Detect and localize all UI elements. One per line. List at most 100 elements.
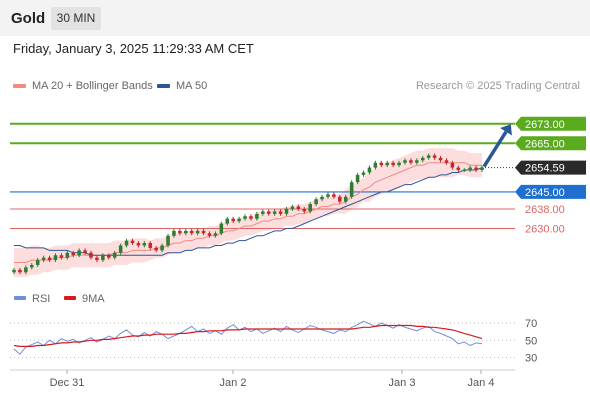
candle-body <box>391 162 395 166</box>
candle-body <box>118 245 123 253</box>
candle-body <box>403 160 407 163</box>
candle-body <box>474 167 478 171</box>
legend-bollinger-swatch <box>13 84 26 89</box>
legend-9ma-label: 9MA <box>82 293 105 305</box>
projection-layer <box>482 124 512 168</box>
candle-body <box>59 255 64 258</box>
candle-body <box>302 208 307 212</box>
candle-body <box>284 208 289 214</box>
candle-body <box>338 196 342 202</box>
candle-body <box>207 233 212 236</box>
candle-body <box>480 167 484 171</box>
candle-body <box>355 174 360 183</box>
projection-arrow-shaft <box>482 130 508 168</box>
candle-body <box>409 160 413 163</box>
candle-body <box>432 155 437 158</box>
legend-ma50-label: MA 50 <box>176 80 208 92</box>
candle-body <box>255 213 259 219</box>
candle-body <box>189 230 194 234</box>
candle-body <box>444 160 449 163</box>
research-credit: Research © 2025 Trading Central <box>415 80 580 92</box>
candle-body <box>379 162 384 166</box>
candle-body <box>243 216 247 219</box>
candle-body <box>237 218 241 222</box>
level-tag-2673.00 <box>515 116 586 131</box>
level-tag-2665.00 <box>515 136 586 151</box>
candle-body <box>219 223 224 234</box>
chart-datetime: Friday, January 3, 2025 11:29:33 AM CET <box>13 41 254 56</box>
candle-body <box>166 235 170 246</box>
candle-body <box>361 172 366 175</box>
candle-body <box>456 167 461 171</box>
level-label-2630.00: 2630.00 <box>525 223 565 235</box>
rsi-tick-50: 50 <box>525 335 537 347</box>
candle-body <box>160 245 164 251</box>
bollinger-band-layer <box>14 148 482 278</box>
candle-body <box>41 257 46 261</box>
level-tag-2645.00 <box>515 184 586 199</box>
level-label-2645.00: 2645.00 <box>525 187 565 199</box>
candle-body <box>71 252 76 256</box>
legend-9ma-swatch <box>64 296 76 300</box>
candle-body <box>426 155 431 158</box>
last-price-label: 2654.59 <box>525 163 565 175</box>
candle-body <box>290 206 295 209</box>
time-label-2: Jan 3 <box>389 377 416 389</box>
candle-body <box>107 255 111 258</box>
candle-body <box>124 240 129 246</box>
candle-body <box>112 252 117 258</box>
candle-body <box>438 157 443 161</box>
candle-body <box>415 160 419 163</box>
rsi-9ma-line <box>13 324 483 347</box>
legend-ma50-swatch <box>157 84 170 89</box>
candle-body <box>296 206 301 209</box>
candle-body <box>178 230 182 234</box>
candle-body <box>101 255 105 261</box>
time-label-0: Dec 31 <box>50 377 85 389</box>
chart-header: Gold 30 MIN <box>0 0 590 36</box>
bollinger-band-area <box>14 148 482 278</box>
candle-body <box>65 252 70 258</box>
legend-ma50: MA 50 <box>157 80 207 92</box>
candle-body <box>195 230 200 234</box>
candle-body <box>272 211 277 214</box>
candle-body <box>53 255 58 261</box>
candle-body <box>29 264 34 268</box>
candle-body <box>462 170 467 172</box>
candle-body <box>24 267 28 273</box>
candle-body <box>47 257 52 261</box>
candle-body <box>367 167 372 173</box>
candle-body <box>172 230 176 236</box>
rsi-layer: RSI 9MA 70 50 30 <box>10 293 537 365</box>
candle-body <box>77 250 81 256</box>
candle-body <box>249 216 253 219</box>
candle-body <box>201 230 206 234</box>
candle-body <box>213 233 218 236</box>
candle-body <box>278 211 283 214</box>
legend-bollinger-label: MA 20 + Bollinger Bands <box>32 80 153 92</box>
candle-body <box>89 252 93 258</box>
candle-body <box>420 157 425 161</box>
timeframe-badge[interactable]: 30 MIN <box>51 7 101 30</box>
levels-layer <box>10 122 515 229</box>
candle-body <box>83 250 87 253</box>
candle-body <box>130 240 135 244</box>
candle-body <box>35 260 40 265</box>
level-label-2673.00: 2673.00 <box>525 119 565 131</box>
legend-rsi-swatch <box>14 296 26 300</box>
candle-body <box>154 247 158 251</box>
candle-body <box>18 269 22 273</box>
candle-body <box>12 269 16 273</box>
candle-body <box>231 218 235 222</box>
last-price-tag <box>515 160 586 175</box>
candle-body <box>320 196 324 200</box>
candle-body <box>266 211 271 214</box>
level-label-2638.00: 2638.00 <box>525 204 565 216</box>
candle-body <box>326 194 330 197</box>
time-label-1: Jan 2 <box>220 377 247 389</box>
level-tags-layer: 2673.00 2665.00 2645.00 2638.00 2630.00 2654.… <box>515 116 586 235</box>
rsi-tick-30: 30 <box>525 353 537 365</box>
candle-body <box>332 194 336 197</box>
candle-body <box>308 204 312 212</box>
